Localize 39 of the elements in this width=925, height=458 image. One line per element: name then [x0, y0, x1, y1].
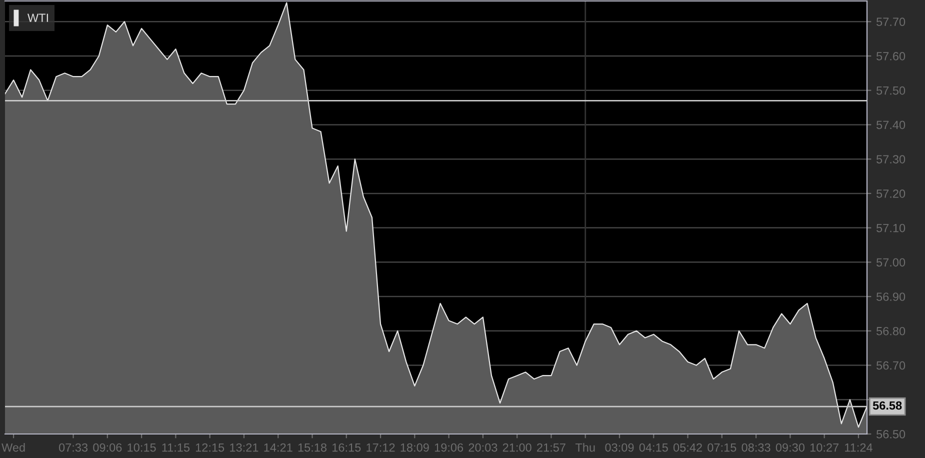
x-tick-label: Wed [2, 443, 25, 452]
x-tick-label: 13:21 [230, 443, 258, 452]
y-tick-label: 57.20 [876, 189, 906, 198]
x-tick-label: 05:42 [673, 443, 702, 452]
y-tick-label: 57.70 [876, 18, 906, 26]
y-tick-label: 56.70 [876, 361, 906, 370]
x-tick-label: 14:21 [264, 443, 292, 452]
y-tick-label: 57.50 [876, 86, 906, 95]
y-tick-label: 56.90 [876, 292, 906, 301]
legend-label: WTI [27, 14, 48, 22]
x-tick-label: 09:06 [93, 443, 122, 452]
x-tick-label: 20:03 [468, 443, 498, 452]
y-tick-label: 57.40 [876, 120, 906, 130]
x-tick-label: 12:15 [196, 443, 224, 452]
x-tick-label: 16:15 [332, 443, 361, 452]
x-tick-label: 11:24 [845, 443, 872, 452]
x-tick-label: Thu [575, 443, 595, 452]
x-tick-label: 08:33 [742, 443, 770, 452]
x-tick-label: 15:18 [298, 443, 327, 452]
x-tick-label: 03:09 [605, 443, 634, 452]
x-tick-label: 19:06 [434, 443, 464, 452]
x-tick-label: 10:15 [128, 443, 156, 452]
ref-line-label: 56.58 [872, 401, 902, 410]
x-tick-label: 21:00 [502, 443, 532, 452]
y-tick-label: 56.50 [876, 430, 906, 438]
x-tick-label: 21:57 [537, 443, 566, 452]
y-tick-label: 57.60 [876, 52, 906, 60]
x-tick-label: 17:12 [366, 443, 395, 452]
x-tick-label: 04:15 [639, 443, 668, 452]
x-tick-label: 18:09 [400, 443, 429, 452]
x-tick-label: 10:27 [810, 443, 839, 452]
y-tick-label: 56.80 [876, 326, 906, 336]
x-tick-label: 11:15 [162, 443, 190, 452]
x-tick-label: 07:15 [708, 443, 736, 452]
x-tick-label: 07:33 [58, 443, 88, 452]
y-tick-label: 57.10 [876, 224, 906, 232]
y-tick-label: 57.30 [876, 155, 906, 164]
y-tick-label: 57.00 [876, 258, 906, 267]
x-tick-label: 09:30 [776, 443, 804, 452]
